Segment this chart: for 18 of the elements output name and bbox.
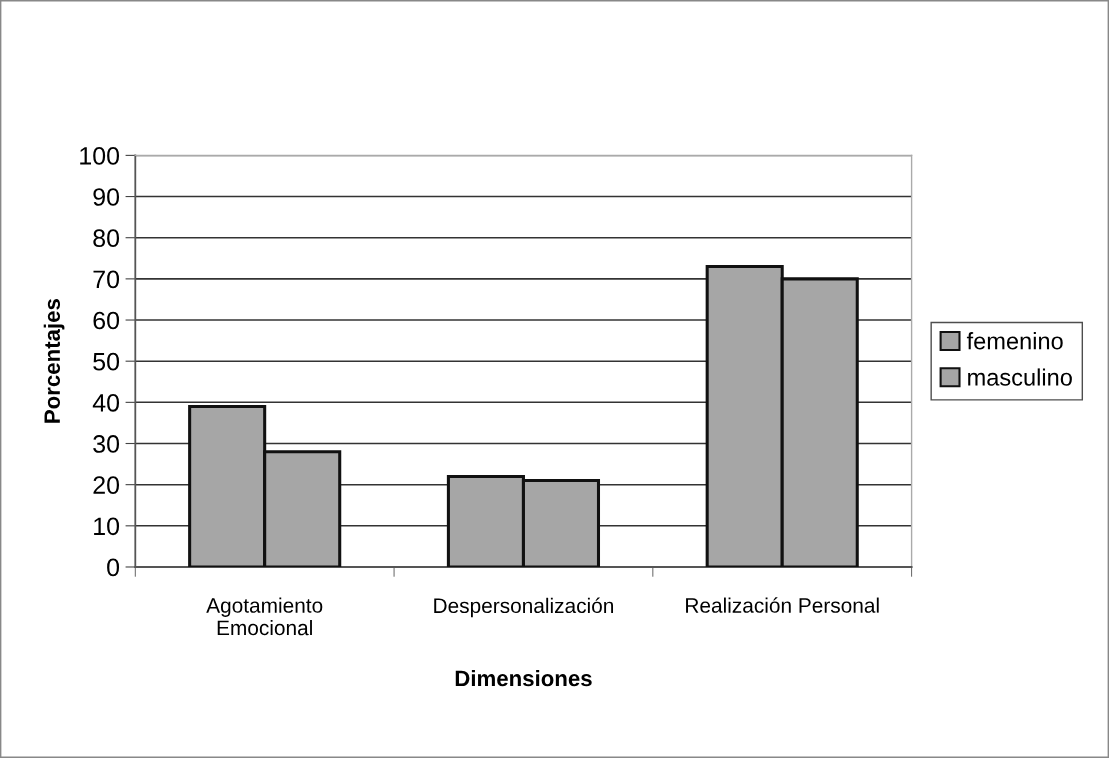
y-tick-label: 0 <box>107 558 120 577</box>
x-tick-label: Agotamiento Emocional <box>206 597 323 636</box>
y-tick-label: 10 <box>94 517 120 536</box>
y-tick-label: 80 <box>93 229 120 248</box>
x-tick-label: Realización Personal <box>686 597 879 613</box>
y-tick-label: 20 <box>93 476 120 494</box>
y-tick-label: 90 <box>93 188 120 206</box>
y-tick-label: 30 <box>93 435 120 453</box>
legend-label: masculino <box>968 368 1072 386</box>
x-axis-title: Dimensiones <box>455 669 592 687</box>
y-axis-title: Porcentajes <box>43 299 65 423</box>
x-tick-label: Despersonalización <box>434 597 614 618</box>
y-tick-label: 100 <box>80 146 120 165</box>
y-tick-label: 70 <box>93 270 120 289</box>
legend-label: femenino <box>966 332 1063 350</box>
y-tick-label: 40 <box>92 393 120 412</box>
y-tick-label: 50 <box>93 352 120 371</box>
y-tick-label: 60 <box>93 311 120 330</box>
